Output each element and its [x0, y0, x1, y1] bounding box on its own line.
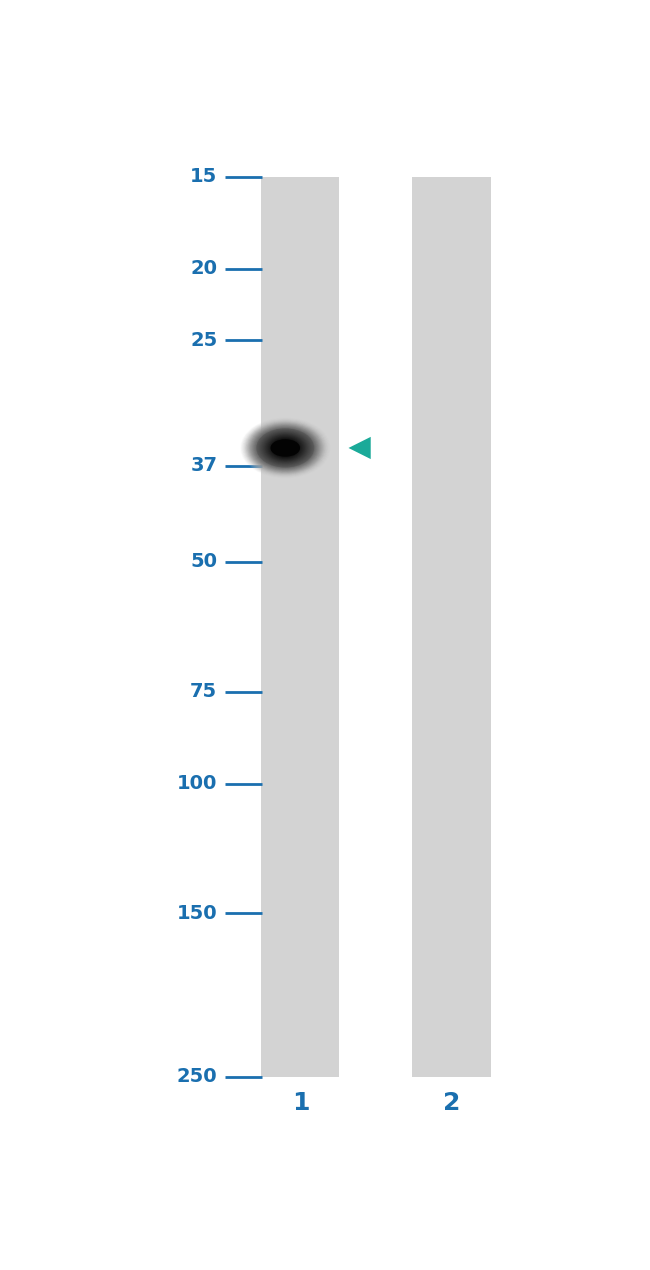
Ellipse shape: [258, 429, 313, 466]
Text: 2: 2: [443, 1091, 460, 1115]
Ellipse shape: [259, 431, 312, 466]
Ellipse shape: [268, 437, 303, 460]
Text: 25: 25: [190, 330, 217, 349]
Ellipse shape: [265, 434, 306, 462]
Ellipse shape: [266, 436, 304, 460]
Ellipse shape: [260, 432, 310, 465]
Ellipse shape: [245, 422, 326, 475]
Ellipse shape: [248, 423, 323, 474]
Ellipse shape: [242, 419, 329, 478]
Ellipse shape: [261, 432, 309, 464]
Ellipse shape: [253, 427, 317, 470]
Text: 20: 20: [190, 259, 217, 278]
Ellipse shape: [263, 433, 308, 464]
Ellipse shape: [255, 428, 315, 467]
Ellipse shape: [259, 431, 311, 465]
Ellipse shape: [246, 422, 324, 474]
Ellipse shape: [262, 432, 309, 464]
Ellipse shape: [260, 432, 310, 465]
Text: 75: 75: [190, 682, 217, 701]
Ellipse shape: [249, 424, 322, 472]
Text: 15: 15: [190, 168, 217, 187]
Ellipse shape: [252, 425, 319, 471]
Ellipse shape: [256, 428, 315, 467]
Bar: [413, 177, 491, 1077]
Text: 250: 250: [177, 1067, 217, 1086]
Ellipse shape: [244, 420, 326, 475]
Ellipse shape: [266, 434, 305, 461]
Text: 50: 50: [190, 552, 217, 572]
Ellipse shape: [263, 433, 308, 464]
Text: 100: 100: [177, 773, 217, 792]
Ellipse shape: [246, 422, 325, 474]
Ellipse shape: [241, 418, 330, 478]
Ellipse shape: [252, 425, 318, 470]
Ellipse shape: [242, 419, 328, 476]
Ellipse shape: [263, 433, 307, 462]
Ellipse shape: [255, 428, 316, 469]
Text: 37: 37: [190, 456, 217, 475]
Ellipse shape: [270, 438, 300, 458]
Ellipse shape: [243, 420, 327, 476]
Ellipse shape: [265, 434, 306, 462]
Ellipse shape: [257, 429, 313, 467]
Bar: [261, 177, 339, 1077]
Ellipse shape: [250, 424, 320, 471]
Ellipse shape: [248, 423, 322, 472]
Ellipse shape: [272, 439, 298, 457]
Ellipse shape: [254, 427, 317, 469]
Ellipse shape: [251, 425, 320, 471]
Ellipse shape: [257, 429, 313, 467]
Ellipse shape: [271, 439, 300, 456]
Ellipse shape: [269, 437, 302, 458]
Ellipse shape: [263, 433, 307, 462]
Text: 1: 1: [292, 1091, 309, 1115]
Ellipse shape: [261, 432, 309, 464]
Ellipse shape: [259, 431, 311, 465]
Text: 150: 150: [177, 904, 217, 923]
Ellipse shape: [271, 438, 300, 457]
Ellipse shape: [258, 429, 313, 466]
